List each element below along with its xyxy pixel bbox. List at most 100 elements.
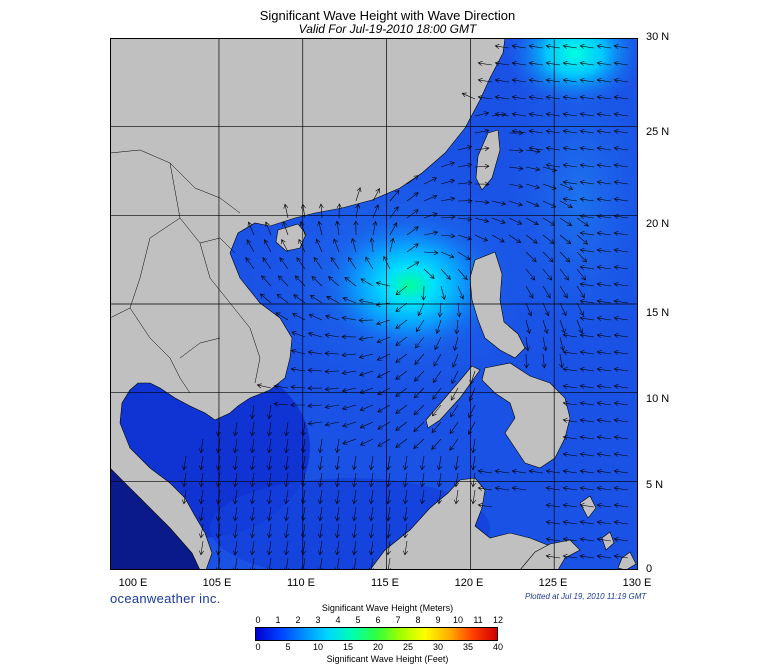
wave-direction-arrow bbox=[440, 285, 446, 301]
wave-direction-arrow bbox=[596, 333, 612, 338]
wave-direction-arrow bbox=[613, 231, 629, 236]
wave-direction-arrow bbox=[383, 255, 391, 270]
wave-direction-arrow bbox=[250, 404, 255, 420]
wave-direction-arrow bbox=[474, 128, 490, 134]
wave-direction-arrow bbox=[491, 217, 506, 224]
wave-direction-arrow bbox=[579, 367, 595, 372]
wave-direction-arrow bbox=[508, 234, 522, 244]
wave-direction-arrow bbox=[579, 231, 595, 236]
wave-direction-arrow bbox=[528, 44, 544, 49]
wave-direction-arrow bbox=[250, 489, 255, 505]
wave-direction-arrow bbox=[344, 277, 357, 287]
wave-direction-arrow bbox=[579, 248, 595, 253]
wave-direction-arrow bbox=[328, 276, 340, 287]
wave-direction-arrow bbox=[508, 148, 524, 153]
wave-direction-arrow bbox=[559, 251, 571, 263]
wave-direction-arrow bbox=[324, 386, 340, 392]
wave-direction-arrow bbox=[420, 472, 425, 488]
wave-direction-arrow bbox=[318, 540, 323, 556]
wave-direction-arrow bbox=[406, 209, 419, 219]
wave-direction-arrow bbox=[596, 418, 612, 423]
wave-direction-arrow bbox=[386, 540, 391, 556]
wave-direction-arrow bbox=[579, 316, 595, 321]
colorbar-feet-tick: 0 bbox=[255, 642, 261, 652]
wave-direction-arrow bbox=[511, 486, 527, 491]
wave-direction-arrow bbox=[579, 554, 595, 559]
wave-direction-arrow bbox=[596, 231, 612, 236]
brand-logo-text: oceanweather inc. bbox=[110, 591, 221, 606]
wave-direction-arrow bbox=[477, 95, 493, 100]
wave-direction-arrow bbox=[182, 472, 187, 488]
wave-direction-arrow bbox=[358, 317, 374, 323]
wave-direction-arrow bbox=[613, 452, 629, 457]
lon-label-100e: 100 E bbox=[118, 577, 148, 589]
wave-direction-arrow bbox=[457, 162, 473, 168]
wave-direction-arrow bbox=[545, 469, 561, 474]
wave-direction-arrow bbox=[403, 523, 408, 539]
wave-direction-arrow bbox=[247, 221, 255, 236]
wave-direction-arrow bbox=[437, 472, 442, 488]
wave-direction-arrow bbox=[545, 554, 561, 559]
wave-direction-arrow bbox=[562, 61, 578, 66]
lat-label-0: 0 bbox=[646, 563, 653, 575]
wave-direction-arrow bbox=[199, 489, 204, 505]
wave-direction-arrow bbox=[559, 268, 569, 281]
wave-direction-arrow bbox=[477, 78, 493, 83]
wave-direction-arrow bbox=[440, 233, 456, 239]
wave-direction-arrow bbox=[471, 489, 476, 505]
wave-direction-arrow bbox=[477, 469, 493, 474]
wave-direction-arrow bbox=[389, 237, 395, 253]
wave-direction-arrow bbox=[369, 455, 374, 471]
country-borders bbox=[110, 149, 261, 394]
wave-direction-arrow bbox=[457, 285, 464, 300]
wave-direction-arrow bbox=[545, 61, 561, 66]
wave-direction-arrow bbox=[596, 95, 612, 100]
wave-direction-arrow bbox=[267, 540, 272, 556]
wave-direction-arrow bbox=[275, 312, 289, 321]
wave-direction-arrow bbox=[474, 163, 490, 169]
wave-direction-arrow bbox=[216, 455, 221, 471]
colorbar-meters-tick: 12 bbox=[492, 615, 504, 625]
wave-direction-arrow bbox=[559, 285, 568, 299]
wave-direction-arrow bbox=[431, 421, 442, 434]
wave-direction-arrow bbox=[451, 370, 459, 385]
wave-direction-arrow bbox=[369, 523, 374, 539]
wave-direction-arrow bbox=[494, 61, 510, 66]
wave-direction-arrow bbox=[433, 353, 442, 367]
wave-direction-arrow bbox=[461, 92, 476, 100]
lat-label-5n: 5 N bbox=[646, 479, 664, 491]
wave-direction-arrow bbox=[542, 234, 555, 244]
wave-direction-arrow bbox=[508, 130, 524, 136]
wave-direction-arrow bbox=[250, 472, 255, 488]
chart-title: Significant Wave Height with Wave Direct… bbox=[259, 8, 516, 23]
wave-direction-arrow bbox=[318, 472, 323, 488]
wave-direction-arrow bbox=[358, 336, 374, 342]
wave-direction-arrow bbox=[579, 112, 595, 117]
wave-direction-arrow bbox=[613, 180, 629, 185]
wave-direction-arrow bbox=[434, 336, 442, 351]
wave-direction-arrow bbox=[307, 385, 323, 391]
wave-direction-arrow bbox=[508, 165, 524, 171]
wave-direction-arrow bbox=[377, 438, 391, 447]
wave-direction-arrow bbox=[359, 370, 374, 377]
wave-direction-arrow bbox=[301, 472, 306, 488]
wave-direction-arrow bbox=[542, 217, 556, 226]
wave-direction-arrow bbox=[579, 333, 595, 338]
colorbar-feet-ticks: 0 5 10 15 20 25 30 35 40 bbox=[255, 642, 503, 654]
wave-direction-arrow bbox=[613, 520, 629, 525]
wave-direction-arrow bbox=[406, 175, 419, 185]
wave-direction-arrow bbox=[562, 95, 578, 100]
wave-direction-arrow bbox=[596, 78, 612, 83]
wave-direction-arrow bbox=[494, 44, 510, 49]
wave-direction-arrow bbox=[199, 438, 204, 454]
wave-direction-arrow bbox=[182, 489, 187, 505]
wave-direction-arrow bbox=[301, 438, 306, 454]
wave-direction-arrow bbox=[579, 384, 595, 389]
wave-direction-arrow bbox=[423, 194, 438, 202]
wave-direction-arrow bbox=[432, 370, 442, 384]
wave-direction-arrow bbox=[596, 265, 612, 270]
wave-direction-arrow bbox=[545, 112, 561, 117]
wave-direction-arrow bbox=[613, 282, 629, 287]
wave-direction-arrow bbox=[562, 367, 578, 372]
wave-direction-arrow bbox=[423, 212, 438, 219]
